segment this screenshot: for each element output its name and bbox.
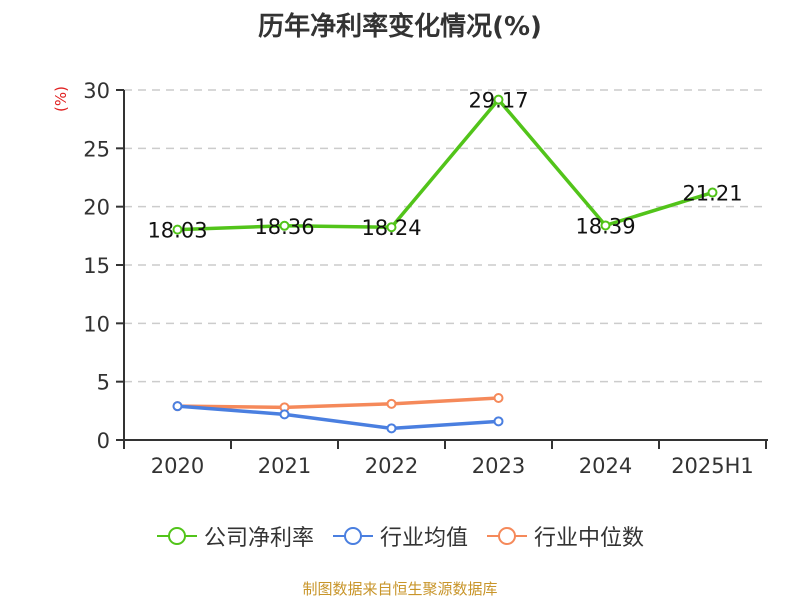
series-line: [177, 404, 499, 431]
data-point-marker[interactable]: [279, 220, 290, 231]
y-tick-label: 20: [83, 196, 110, 220]
data-point-marker[interactable]: [493, 416, 504, 427]
data-point-marker[interactable]: [172, 401, 183, 412]
axes: 0 5 10 15 20 25 30 2020 2021 2022 2023 2024 2025H1: [83, 79, 768, 478]
series-lines: [172, 94, 718, 434]
series-line: [177, 97, 714, 232]
legend-label: 行业中位数: [534, 526, 645, 551]
y-tick-label: 25: [83, 137, 110, 161]
series-line: [177, 396, 499, 410]
data-label: 18.03: [147, 219, 207, 243]
data-point-marker[interactable]: [600, 220, 611, 231]
y-tick-label: 30: [83, 79, 110, 103]
data-point-marker[interactable]: [493, 94, 504, 105]
chart-title: 历年净利率变化情况(%): [258, 12, 542, 42]
data-label: 18.36: [254, 215, 314, 239]
data-label: 21.21: [682, 182, 742, 206]
legend-line-circle-icon: [487, 527, 527, 545]
data-point-marker[interactable]: [172, 224, 183, 235]
data-labels: 18.03 18.36 18.24 29.17 18.39 21.21: [147, 89, 742, 243]
legend: 公司净利率 行业均值 行业中位数: [0, 520, 800, 552]
y-tick-label: 0: [97, 429, 110, 453]
legend-item-industry-median[interactable]: 行业中位数: [486, 520, 644, 552]
x-tick-label: 2020: [151, 454, 204, 478]
data-point-marker[interactable]: [279, 409, 290, 420]
grid-lines: [124, 89, 766, 383]
x-tick-label: 2022: [365, 454, 418, 478]
legend-item-company-net-margin[interactable]: 公司净利率: [156, 520, 314, 552]
legend-item-industry-average[interactable]: 行业均值: [332, 520, 468, 552]
legend-line-circle-icon: [332, 527, 373, 545]
data-point-marker[interactable]: [386, 222, 397, 233]
y-tick-label: 15: [83, 254, 110, 278]
data-point-marker[interactable]: [386, 398, 397, 409]
legend-label: 公司净利率: [203, 526, 314, 551]
x-tick-label: 2025H1: [671, 454, 754, 478]
y-tick-label: 10: [83, 312, 110, 336]
y-tick-label: 5: [97, 371, 110, 395]
data-point-marker[interactable]: [493, 393, 504, 403]
data-label: 18.24: [361, 216, 421, 240]
x-tick-label: 2024: [579, 454, 632, 478]
x-tick-label: 2021: [258, 454, 311, 478]
data-label: 29.17: [468, 89, 528, 113]
data-point-marker[interactable]: [386, 423, 397, 434]
data-point-marker[interactable]: [707, 187, 718, 198]
data-source-footer: 制图数据来自恒生聚源数据库: [302, 580, 498, 598]
x-tick-label: 2023: [472, 454, 525, 478]
legend-label: 行业均值: [379, 526, 468, 551]
data-label: 18.39: [575, 214, 635, 238]
legend-line-circle-icon: [156, 527, 197, 545]
